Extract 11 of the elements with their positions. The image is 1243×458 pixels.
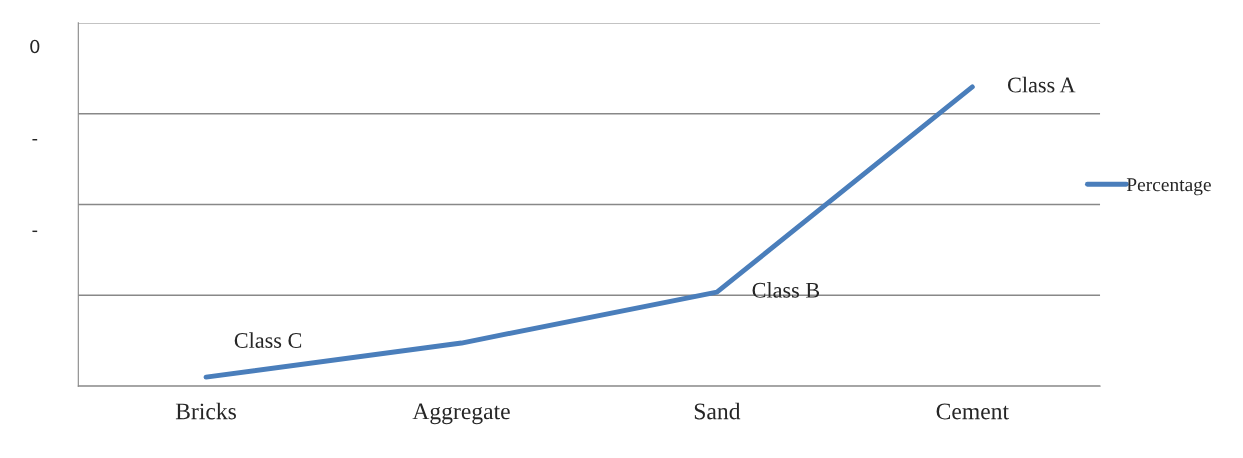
x-tick-label: Sand bbox=[694, 402, 741, 420]
x-tick-label: Bricks bbox=[175, 402, 236, 420]
x-tick-label: Cement bbox=[936, 403, 1009, 420]
annotation: Class A bbox=[1007, 76, 1076, 93]
text: - bbox=[32, 139, 38, 141]
annotation: Class C bbox=[234, 332, 302, 348]
x-tick-label: Aggregate bbox=[412, 403, 510, 425]
legend-label: Percentage bbox=[1126, 178, 1211, 196]
text: - bbox=[32, 230, 38, 233]
text: 0 bbox=[30, 39, 40, 54]
annotation: Class B bbox=[752, 282, 820, 298]
